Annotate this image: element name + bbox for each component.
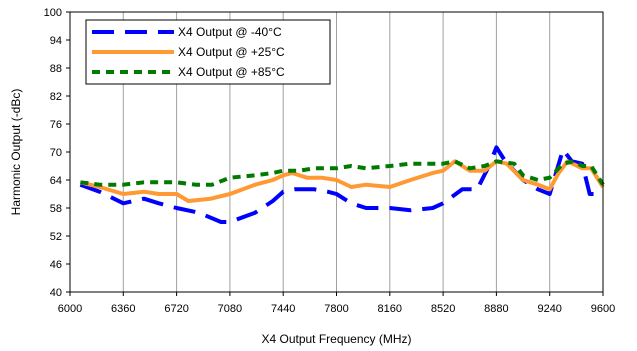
x-tick-label: 7080 xyxy=(218,303,242,315)
y-axis-title: Harmonic Output (-dBc) xyxy=(9,89,23,216)
y-tick-label: 52 xyxy=(50,231,62,243)
y-tick-label: 76 xyxy=(50,119,62,131)
y-tick-label: 70 xyxy=(50,147,62,159)
x-axis-title: X4 Output Frequency (MHz) xyxy=(261,332,411,346)
x-tick-label: 8520 xyxy=(431,303,455,315)
x-tick-label: 6000 xyxy=(58,303,82,315)
legend-label-2: X4 Output @ +25°C xyxy=(178,45,285,59)
x-tick-label: 9240 xyxy=(537,303,561,315)
legend: X4 Output @ -40°C X4 Output @ +25°C X4 Out… xyxy=(85,19,331,85)
x-tick-label: 9600 xyxy=(591,303,615,315)
x-tick-label: 6360 xyxy=(111,303,135,315)
x-tick-label: 6720 xyxy=(164,303,188,315)
y-tick-label: 40 xyxy=(50,287,62,299)
x-tick-label: 8160 xyxy=(378,303,402,315)
series-line-1 xyxy=(79,145,603,224)
y-tick-label: 46 xyxy=(50,259,62,271)
y-tick-label: 64 xyxy=(50,175,62,187)
y-tick-label: 100 xyxy=(44,7,62,19)
series-line-2 xyxy=(79,159,605,203)
series-lines xyxy=(79,145,605,224)
x-tick-label: 7800 xyxy=(324,303,348,315)
x-tick-label: 7440 xyxy=(271,303,295,315)
y-tick-label: 82 xyxy=(50,91,62,103)
y-tick-label: 58 xyxy=(50,203,62,215)
y-tick-label: 88 xyxy=(50,63,62,75)
legend-label-1: X4 Output @ -40°C xyxy=(178,25,282,39)
legend-label-3: X4 Output @ +85°C xyxy=(178,65,285,79)
series-line-3 xyxy=(80,159,605,187)
y-axis-ticks: 40 46 52 58 64 70 76 82 88 94 100 xyxy=(44,7,70,299)
x-tick-label: 8880 xyxy=(484,303,508,315)
y-tick-label: 94 xyxy=(50,35,62,47)
x-axis-ticks: 6000 6360 6720 7080 7440 7800 8160 8520 8880 9240… xyxy=(58,292,615,315)
